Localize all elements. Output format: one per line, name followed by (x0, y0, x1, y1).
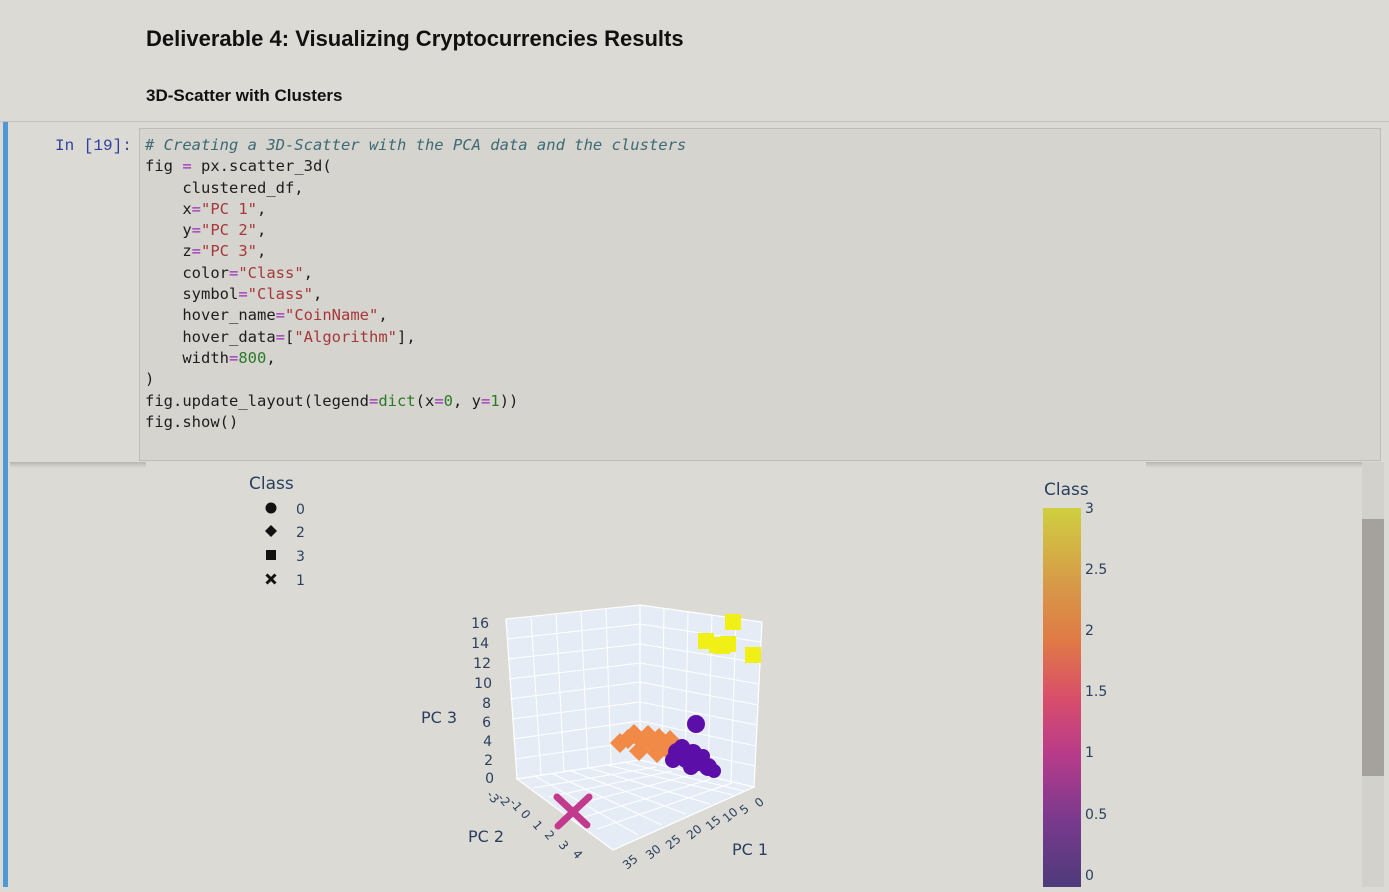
data-point[interactable] (696, 749, 710, 763)
x-axis-label: PC 1 (732, 840, 768, 859)
data-point[interactable] (674, 739, 690, 755)
deliverable-heading: Deliverable 4: Visualizing Cryptocurrenc… (146, 26, 684, 51)
legend[interactable]: Class 0 2 3 1 (249, 474, 305, 589)
data-point[interactable] (745, 647, 761, 663)
code-comment: # Creating a 3D-Scatter with the PCA dat… (145, 136, 687, 154)
svg-text:30: 30 (643, 842, 664, 863)
legend-title: Class (249, 474, 294, 494)
data-point[interactable] (714, 642, 730, 654)
svg-text:3: 3 (1085, 501, 1094, 517)
section-subheading: 3D-Scatter with Clusters (146, 86, 343, 105)
cell-prompt: In [19]: (55, 137, 132, 155)
svg-text:2.5: 2.5 (1085, 562, 1107, 578)
svg-text:3: 3 (556, 838, 572, 853)
legend-item-2[interactable]: 2 (265, 525, 305, 541)
z-axis-label: PC 3 (421, 708, 457, 727)
x-symbol-icon (265, 573, 277, 585)
code-input-area[interactable] (139, 128, 1381, 461)
svg-text:4: 4 (483, 734, 492, 750)
data-point[interactable] (665, 752, 681, 768)
svg-text:2: 2 (542, 828, 558, 843)
selected-cell-indicator (3, 122, 8, 887)
svg-text:20: 20 (684, 822, 705, 843)
colorbar: Class 3 2.5 2 1.5 1 0.5 0 (1043, 480, 1107, 887)
circle-symbol-icon (265, 502, 277, 514)
svg-text:1: 1 (530, 818, 546, 833)
legend-item-3[interactable]: 3 (266, 549, 305, 565)
legend-label: 3 (296, 549, 305, 565)
legend-label: 1 (296, 573, 305, 589)
svg-text:1.5: 1.5 (1085, 684, 1107, 700)
data-point[interactable] (683, 759, 699, 775)
data-point[interactable] (647, 743, 667, 763)
series-class-3[interactable] (698, 614, 761, 663)
series-class-0[interactable] (665, 715, 721, 778)
svg-text:0: 0 (1085, 868, 1094, 884)
svg-text:2: 2 (484, 753, 493, 769)
code-text[interactable]: # Creating a 3D-Scatter with the PCA dat… (145, 136, 687, 431)
z-axis-ticks: 16 14 12 10 8 6 4 2 0 (471, 616, 494, 787)
data-point[interactable] (687, 715, 705, 733)
series-class-1-point[interactable] (553, 793, 593, 830)
plot-canvas[interactable]: Class 0 2 3 1 (146, 462, 1146, 887)
data-point[interactable] (725, 614, 741, 630)
scene-floor (515, 759, 756, 851)
svg-text:8: 8 (482, 696, 491, 712)
colorbar-title: Class (1044, 480, 1089, 500)
y-axis-label: PC 2 (468, 827, 504, 846)
svg-text:10: 10 (474, 676, 492, 692)
data-point[interactable] (629, 741, 649, 761)
data-point[interactable] (610, 733, 630, 753)
colorbar-gradient (1043, 508, 1081, 887)
diamond-symbol-icon (265, 525, 277, 537)
data-point[interactable] (707, 764, 721, 778)
svg-text:14: 14 (471, 636, 489, 652)
svg-text:16: 16 (471, 616, 489, 632)
divider (0, 121, 1389, 122)
plotly-3d-scatter[interactable]: Class 0 2 3 1 (146, 462, 1146, 887)
series-class-2[interactable] (610, 724, 680, 763)
svg-text:2: 2 (1085, 623, 1094, 639)
legend-label: 2 (296, 525, 305, 541)
svg-text:0.5: 0.5 (1085, 807, 1107, 823)
svg-text:6: 6 (482, 715, 491, 731)
legend-item-1[interactable]: 1 (265, 573, 305, 589)
svg-text:25: 25 (663, 832, 684, 853)
colorbar-ticks: 3 2.5 2 1.5 1 0.5 0 (1085, 501, 1107, 884)
output-scrollbar-thumb[interactable] (1362, 519, 1384, 776)
svg-text:0: 0 (752, 795, 767, 811)
scene-3d[interactable]: 16 14 12 10 8 6 4 2 0 PC 3 -3 -2 -1 0 1 … (421, 604, 768, 873)
svg-text:35: 35 (620, 852, 641, 873)
square-symbol-icon (266, 550, 276, 560)
svg-text:1: 1 (1085, 745, 1094, 761)
svg-text:4: 4 (570, 847, 586, 862)
legend-item-0[interactable]: 0 (265, 502, 305, 518)
svg-text:12: 12 (473, 656, 491, 672)
svg-text:0: 0 (485, 771, 494, 787)
legend-label: 0 (296, 502, 305, 518)
